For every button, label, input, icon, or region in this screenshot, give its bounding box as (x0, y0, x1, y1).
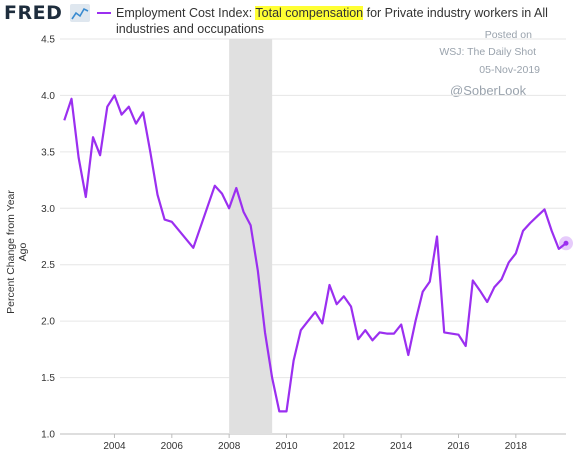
x-tick-label: 2010 (275, 441, 298, 452)
last-point-marker[interactable] (563, 240, 569, 246)
x-tick-label: 2004 (103, 441, 126, 452)
y-tick-label: 1.5 (41, 373, 55, 384)
x-tick-label: 2018 (505, 441, 528, 452)
watermark-source: WSJ: The Daily Shot (439, 46, 536, 58)
legend-suffix: for Private industry workers in All indu… (116, 6, 548, 36)
series-line[interactable] (63, 94, 567, 413)
data-points-layer (559, 236, 573, 251)
x-tick-label: 2012 (333, 441, 356, 452)
x-tick-label: 2016 (447, 441, 470, 452)
y-tick-labels: 1.0 1.5 2.0 2.5 3.0 3.5 4.0 4.5 (41, 35, 55, 441)
y-tick-label: 2.0 (41, 317, 55, 328)
line-chart-icon (70, 4, 90, 22)
chart-header: FRED Employment Cost Index: Total compen… (0, 0, 573, 40)
x-tick-labels: 2004 2006 2008 2010 2012 2014 2016 2018 (103, 441, 527, 452)
y-tick-label: 3.5 (41, 147, 55, 158)
legend-title[interactable]: Employment Cost Index: Total compensatio… (116, 5, 556, 37)
recession-band (229, 39, 273, 434)
watermark-date: 05-Nov-2019 (479, 64, 540, 76)
watermark-handle: @SoberLook (450, 83, 527, 98)
fred-logo[interactable]: FRED (4, 2, 63, 24)
y-tick-label: 3.0 (41, 204, 55, 215)
y-tick-label: 4.5 (41, 35, 55, 46)
y-tick-label: 4.0 (41, 91, 55, 102)
watermark-posted-on: Posted on (484, 29, 532, 41)
series-layer (63, 94, 567, 413)
x-tick-label: 2008 (218, 441, 241, 452)
recession-shading-layer (229, 39, 273, 434)
legend-swatch (97, 12, 111, 14)
x-tick-label: 2006 (161, 441, 184, 452)
legend-highlight: Total compensation (255, 6, 364, 20)
y-tick-label: 1.0 (41, 430, 55, 441)
x-tick-label: 2014 (390, 441, 413, 452)
grid-lines (60, 38, 566, 438)
legend-prefix: Employment Cost Index: (116, 6, 256, 20)
y-tick-label: 2.5 (41, 260, 55, 271)
